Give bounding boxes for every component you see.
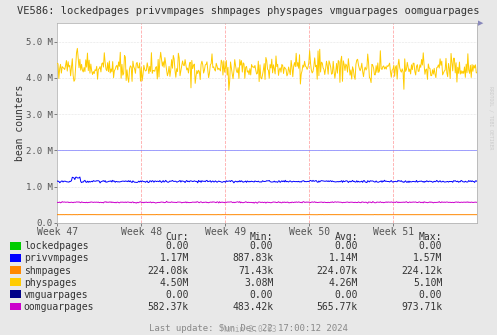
Bar [10, 266, 21, 274]
Text: 0.00: 0.00 [419, 290, 442, 300]
Text: 565.77k: 565.77k [317, 302, 358, 312]
Text: Cur:: Cur: [166, 232, 189, 242]
Bar [10, 290, 21, 298]
Text: 1.14M: 1.14M [329, 254, 358, 263]
Text: 71.43k: 71.43k [238, 266, 273, 276]
Bar [10, 303, 21, 311]
Text: vmguarpages: vmguarpages [24, 290, 88, 300]
Text: 0.00: 0.00 [166, 241, 189, 251]
Text: shmpages: shmpages [24, 266, 71, 276]
Text: 1.17M: 1.17M [160, 254, 189, 263]
Text: Avg:: Avg: [334, 232, 358, 242]
Text: 1.57M: 1.57M [413, 254, 442, 263]
Text: physpages: physpages [24, 278, 77, 288]
Text: 224.08k: 224.08k [148, 266, 189, 276]
Text: 5.10M: 5.10M [413, 278, 442, 288]
Text: 0.00: 0.00 [250, 290, 273, 300]
Text: 224.12k: 224.12k [401, 266, 442, 276]
Text: Max:: Max: [419, 232, 442, 242]
Text: 0.00: 0.00 [250, 241, 273, 251]
Text: ▶: ▶ [478, 20, 483, 26]
Text: 0.00: 0.00 [166, 290, 189, 300]
Text: 0.00: 0.00 [334, 241, 358, 251]
Text: lockedpages: lockedpages [24, 241, 88, 251]
Text: 224.07k: 224.07k [317, 266, 358, 276]
Text: 3.08M: 3.08M [244, 278, 273, 288]
Text: 0.00: 0.00 [419, 241, 442, 251]
Text: VE586: lockedpages privvmpages shmpages physpages vmguarpages oomguarpages: VE586: lockedpages privvmpages shmpages … [17, 6, 480, 16]
Bar [10, 242, 21, 250]
Text: RRDTOOL / TOBI OETIKER: RRDTOOL / TOBI OETIKER [489, 86, 494, 149]
Text: Last update: Sun Dec 22 17:00:12 2024: Last update: Sun Dec 22 17:00:12 2024 [149, 324, 348, 333]
Text: Min:: Min: [250, 232, 273, 242]
Text: oomguarpages: oomguarpages [24, 302, 94, 312]
Text: 4.50M: 4.50M [160, 278, 189, 288]
Text: privvmpages: privvmpages [24, 254, 88, 263]
Text: 887.83k: 887.83k [232, 254, 273, 263]
Text: 4.26M: 4.26M [329, 278, 358, 288]
Text: 0.00: 0.00 [334, 290, 358, 300]
Text: 483.42k: 483.42k [232, 302, 273, 312]
Text: 973.71k: 973.71k [401, 302, 442, 312]
Y-axis label: bean counters: bean counters [15, 85, 25, 161]
Text: 582.37k: 582.37k [148, 302, 189, 312]
Bar [10, 254, 21, 262]
Text: Munin 2.0.63: Munin 2.0.63 [221, 325, 276, 334]
Bar [10, 278, 21, 286]
